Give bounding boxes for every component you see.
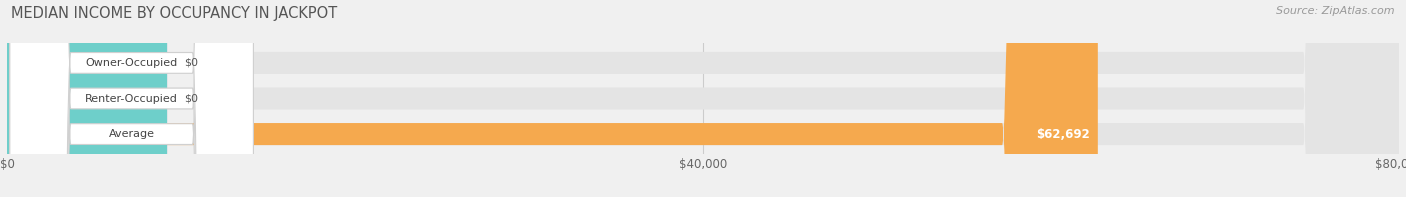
Text: MEDIAN INCOME BY OCCUPANCY IN JACKPOT: MEDIAN INCOME BY OCCUPANCY IN JACKPOT	[11, 6, 337, 21]
Text: $0: $0	[184, 94, 198, 103]
Text: $62,692: $62,692	[1036, 128, 1090, 141]
FancyBboxPatch shape	[10, 0, 253, 197]
Text: $0: $0	[184, 58, 198, 68]
FancyBboxPatch shape	[7, 0, 1399, 197]
Text: Average: Average	[108, 129, 155, 139]
FancyBboxPatch shape	[7, 0, 1399, 197]
FancyBboxPatch shape	[7, 0, 1098, 197]
Text: Source: ZipAtlas.com: Source: ZipAtlas.com	[1277, 6, 1395, 16]
FancyBboxPatch shape	[7, 0, 167, 197]
FancyBboxPatch shape	[10, 0, 253, 197]
Text: Owner-Occupied: Owner-Occupied	[86, 58, 177, 68]
FancyBboxPatch shape	[10, 0, 253, 197]
Text: Renter-Occupied: Renter-Occupied	[86, 94, 179, 103]
FancyBboxPatch shape	[7, 0, 1399, 197]
FancyBboxPatch shape	[7, 0, 167, 197]
